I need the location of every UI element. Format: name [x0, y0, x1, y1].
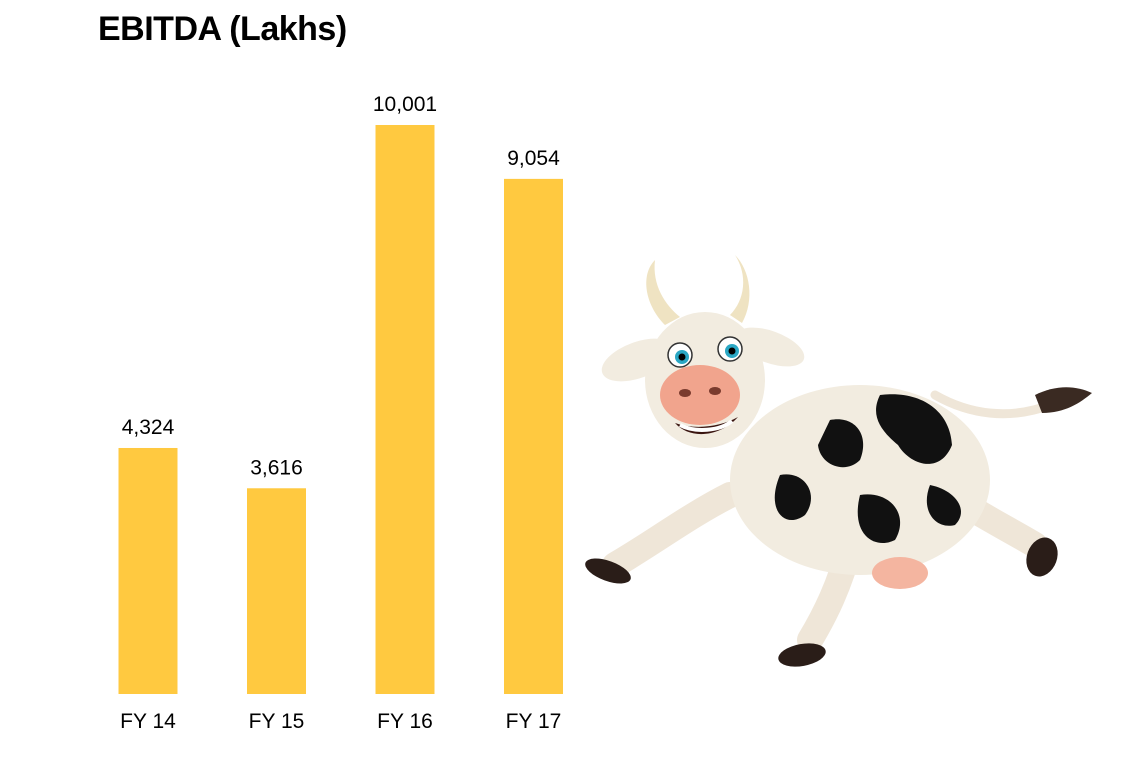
value-label: 3,616 — [250, 456, 303, 479]
category-labels-group: FY 14 FY 15 FY 16 FY 17 — [120, 710, 561, 733]
bars-group — [118, 125, 563, 694]
category-label: FY 16 — [377, 710, 433, 733]
category-label: FY 15 — [249, 710, 305, 733]
chart-title: EBITDA (Lakhs) — [98, 10, 347, 48]
bar-fy-16 — [375, 125, 435, 694]
bar-fy-17 — [504, 178, 563, 694]
value-label: 9,054 — [507, 147, 560, 170]
category-label: FY 14 — [120, 710, 176, 733]
category-label: FY 17 — [506, 710, 562, 733]
value-label: 10,001 — [373, 93, 437, 116]
bar-fy-15 — [247, 488, 306, 694]
value-labels-group: 4,324 3,616 10,001 9,054 — [122, 93, 560, 479]
value-label: 4,324 — [122, 416, 175, 439]
bar-fy-14 — [118, 447, 178, 694]
cartoon-cow-icon — [585, 255, 1092, 667]
